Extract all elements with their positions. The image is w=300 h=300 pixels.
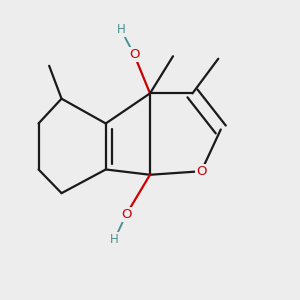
Text: H: H: [117, 23, 125, 36]
Text: O: O: [121, 208, 131, 221]
Text: H: H: [110, 233, 119, 246]
Text: O: O: [129, 48, 139, 61]
Text: O: O: [196, 165, 207, 178]
